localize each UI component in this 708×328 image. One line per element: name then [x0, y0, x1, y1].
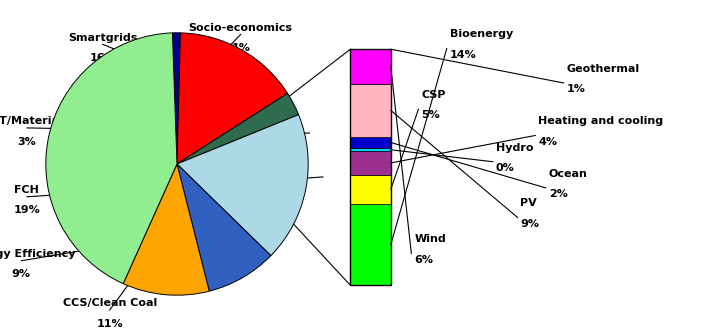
Text: 16%: 16% — [89, 53, 116, 63]
Text: FET/Materials: FET/Materials — [0, 116, 69, 126]
Text: 19%: 19% — [13, 206, 40, 215]
Wedge shape — [177, 164, 271, 291]
Bar — [350, 174, 391, 204]
Text: Geothermal: Geothermal — [566, 64, 639, 74]
Text: 3%: 3% — [18, 137, 36, 147]
Text: 11%: 11% — [96, 319, 123, 328]
Wedge shape — [177, 33, 287, 164]
Text: 9%: 9% — [520, 219, 539, 229]
Text: Wind: Wind — [414, 235, 446, 244]
Text: Renewables: Renewables — [178, 174, 253, 184]
Wedge shape — [123, 164, 210, 295]
Text: Socio-economics: Socio-economics — [189, 23, 292, 33]
Text: 5%: 5% — [421, 111, 440, 120]
Wedge shape — [177, 93, 299, 164]
Text: 44%: 44% — [202, 194, 229, 204]
Text: 14%: 14% — [450, 50, 476, 60]
Text: 0%: 0% — [496, 163, 514, 173]
Text: CSP: CSP — [421, 90, 446, 100]
Bar — [350, 49, 391, 84]
Bar — [350, 84, 391, 137]
Bar — [350, 204, 391, 285]
Text: 9%: 9% — [12, 270, 30, 279]
Text: 6%: 6% — [414, 255, 433, 265]
Text: 1%: 1% — [566, 84, 586, 94]
Text: Hydro: Hydro — [496, 143, 533, 153]
Text: 4%: 4% — [538, 137, 557, 147]
Text: 1%: 1% — [232, 43, 250, 53]
Text: Smartgrids: Smartgrids — [68, 33, 137, 43]
Text: Ocean: Ocean — [549, 169, 588, 179]
Bar — [350, 151, 391, 174]
Text: PV: PV — [520, 198, 537, 208]
Wedge shape — [46, 33, 177, 284]
Wedge shape — [177, 115, 308, 256]
Text: 2%: 2% — [549, 189, 568, 199]
Bar — [350, 148, 391, 151]
Text: CCS/Clean Coal: CCS/Clean Coal — [62, 298, 157, 308]
Text: Heating and cooling: Heating and cooling — [538, 116, 663, 126]
Text: FCH: FCH — [14, 185, 40, 195]
Text: Energy Efficiency: Energy Efficiency — [0, 249, 76, 259]
Text: Bioenergy: Bioenergy — [450, 30, 513, 39]
Bar — [350, 137, 391, 148]
Bar — [350, 49, 391, 285]
Wedge shape — [173, 33, 181, 164]
